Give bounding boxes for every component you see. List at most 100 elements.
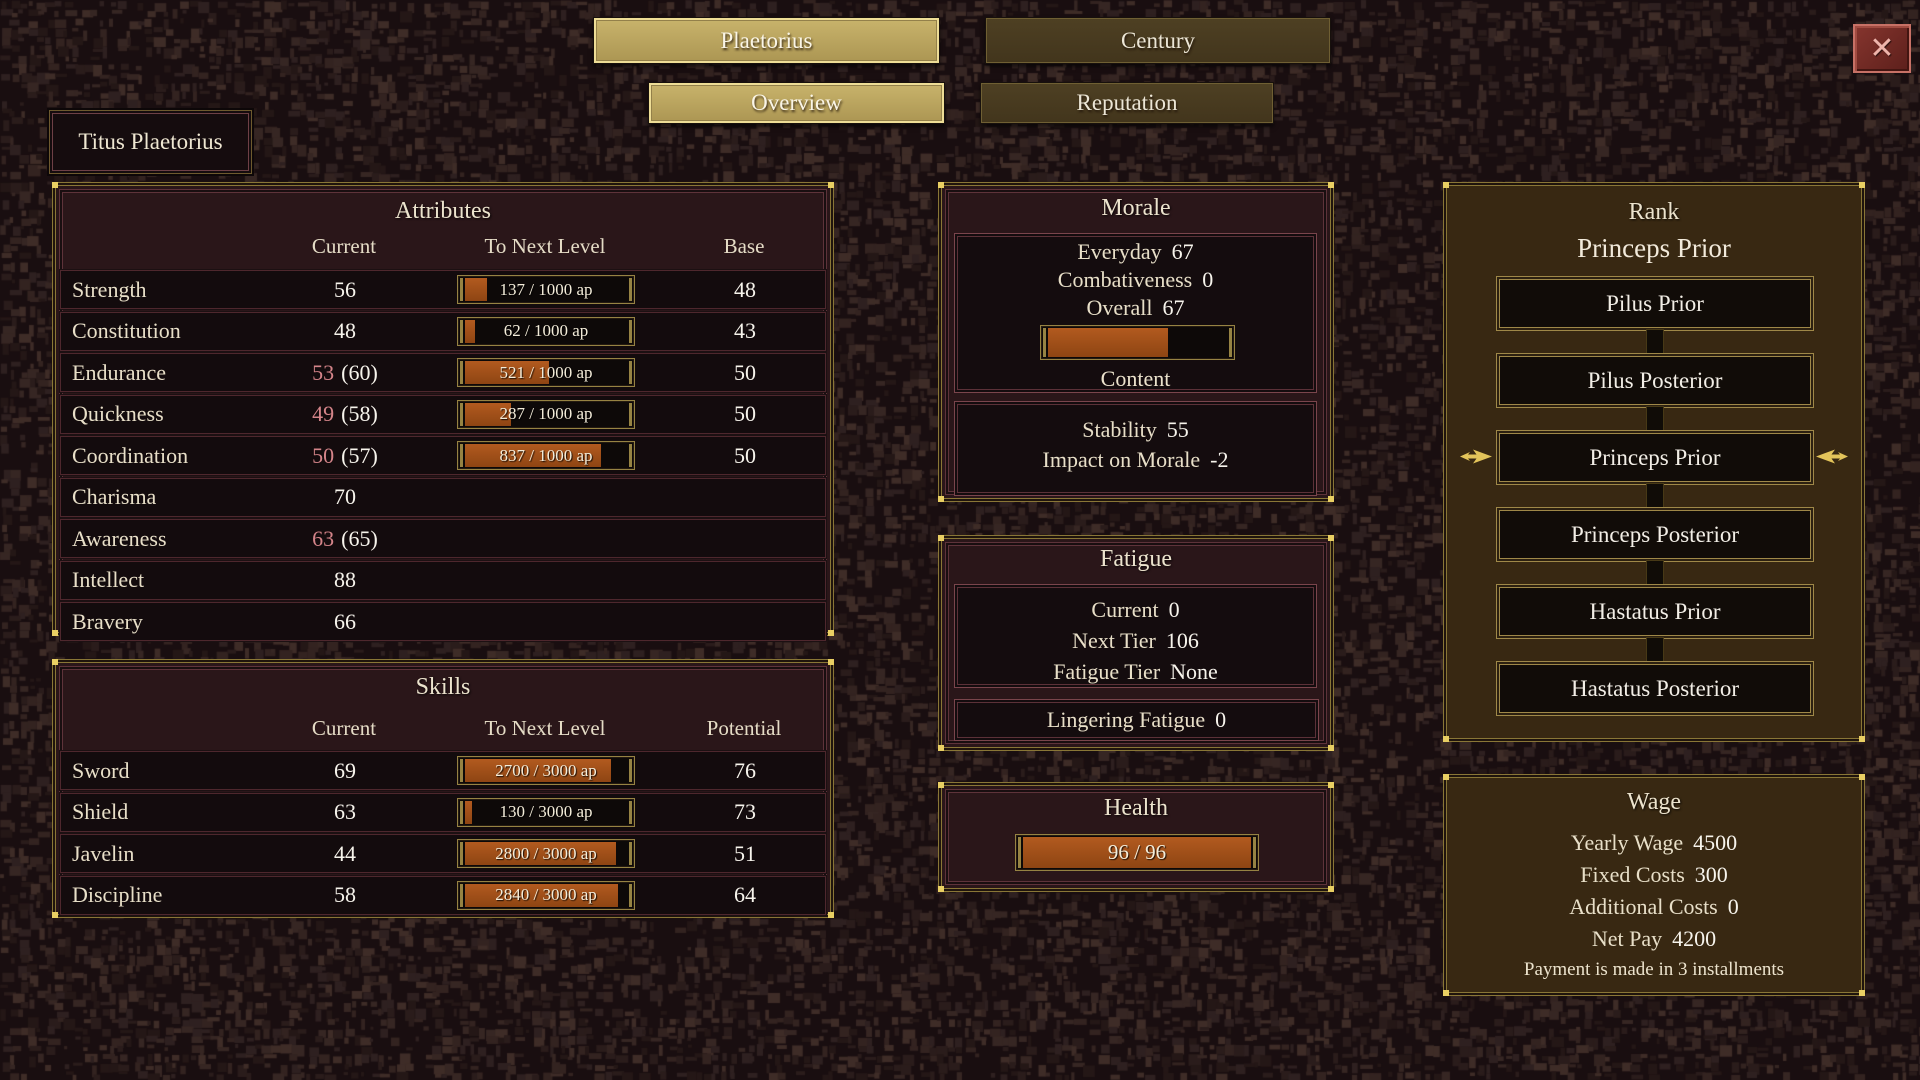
attribute-base: 50 xyxy=(734,401,756,426)
attribute-row-quickness: Quickness 49 (58) 287 / 1000 ap 50 xyxy=(60,394,826,434)
rank-step-pilus-posterior: Pilus Posterior xyxy=(1496,353,1814,408)
skill-progress-bar: 130 / 3000 ap xyxy=(457,797,635,827)
attribute-current: 88 xyxy=(334,567,356,592)
wage-net-pay: Net Pay 4200 xyxy=(1591,926,1717,951)
skill-progress-bar: 2800 / 3000 ap xyxy=(457,839,635,868)
morale-title: Morale xyxy=(1101,195,1171,221)
morale-state: Content xyxy=(1100,366,1171,391)
attribute-name: Bravery xyxy=(72,608,143,634)
attribute-row-intellect: Intellect 88 xyxy=(60,560,826,600)
skills-panel: Skills Current To Next Level Potential S… xyxy=(52,659,834,918)
wage-note: Payment is made in 3 installments xyxy=(1523,959,1785,980)
attribute-name: Awareness xyxy=(72,525,167,551)
rank-step-hastatus-posterior: Hastatus Posterior xyxy=(1496,661,1814,716)
rank-step-pilus-prior: Pilus Prior xyxy=(1496,276,1814,331)
morale-overall-value: 67 xyxy=(1162,295,1185,320)
wage-panel: Wage Yearly Wage 4500 Fixed Costs 300 Addi… xyxy=(1443,774,1865,996)
skill-row-sword: Sword 69 2700 / 3000 ap 76 xyxy=(60,751,826,790)
skill-current: 58 xyxy=(334,882,356,907)
morale-combativeness-label: Combativeness xyxy=(1057,267,1193,292)
skill-current: 63 xyxy=(334,799,356,824)
current-rank-marker-right-icon xyxy=(1816,449,1848,464)
health-panel: Health 96 / 96 xyxy=(938,782,1334,892)
skill-current: 69 xyxy=(334,757,356,783)
current-rank-marker-left-icon xyxy=(1460,449,1492,464)
attribute-progress-bar: 837 / 1000 ap xyxy=(457,441,635,470)
tab-label: Century xyxy=(1120,27,1196,53)
rank-step-princeps-prior-current: Princeps Prior xyxy=(1496,430,1814,485)
attribute-progress-bar: 62 / 1000 ap xyxy=(457,316,635,346)
attribute-row-coordination: Coordination 50 (57) 837 / 1000 ap 50 xyxy=(60,436,826,475)
attribute-current: 63 (65) xyxy=(312,525,378,551)
attribute-current: 53 (60) xyxy=(312,359,378,385)
health-bar: 96 / 96 xyxy=(1015,834,1259,871)
rank-step-princeps-posterior: Princeps Posterior xyxy=(1496,507,1814,562)
attribute-base: 50 xyxy=(734,442,756,468)
attribute-row-endurance: Endurance 53 (60) 521 / 1000 ap 50 xyxy=(60,353,826,392)
attribute-current: 49 (58) xyxy=(312,401,378,426)
attribute-base: 48 xyxy=(734,276,756,302)
skill-name: Sword xyxy=(72,757,130,783)
rank-panel: Rank Princeps Prior Pilus Prior Pilus Po… xyxy=(1443,182,1865,742)
skill-name: Shield xyxy=(72,799,129,824)
fatigue-current-value: 0 xyxy=(1168,597,1180,622)
stability-label: Stability xyxy=(1082,417,1157,442)
lingering-fatigue-box: Lingering Fatigue 0 xyxy=(954,699,1319,741)
attribute-progress-bar: 137 / 1000 ap xyxy=(457,275,635,304)
morale-stability-box: Stability 55 Impact on Morale -2 xyxy=(954,401,1317,496)
morale-values-box: Everyday 67 Combativeness 0 Overall 67 Cont… xyxy=(954,233,1317,393)
attributes-panel: Attributes Current To Next Level Base St… xyxy=(52,182,834,641)
attributes-title: Attributes xyxy=(395,198,491,224)
skill-progress-bar: 2840 / 3000 ap xyxy=(457,880,635,910)
wage-fixed-costs: Fixed Costs 300 xyxy=(1580,862,1728,887)
attribute-current: 66 xyxy=(334,608,356,634)
fatigue-title: Fatigue xyxy=(1100,546,1172,572)
tab-label: Plaetorius xyxy=(720,27,813,53)
column-potential: Potential xyxy=(706,716,782,740)
health-value: 96 / 96 xyxy=(1107,840,1167,864)
skill-potential: 51 xyxy=(734,840,756,866)
column-next-level: To Next Level xyxy=(484,716,606,740)
attribute-progress-bar: 521 / 1000 ap xyxy=(457,358,635,387)
attribute-row-strength: Strength 56 137 / 1000 ap 48 xyxy=(60,270,826,309)
skill-row-javelin: Javelin 44 2800 / 3000 ap 51 xyxy=(60,834,826,873)
attribute-current: 48 xyxy=(334,318,356,343)
close-icon: ✕ xyxy=(1869,30,1895,66)
morale-bar xyxy=(1040,325,1235,360)
skill-progress-bar: 2700 / 3000 ap xyxy=(457,756,635,785)
attribute-name: Endurance xyxy=(72,359,167,385)
attribute-row-bravery: Bravery 66 xyxy=(60,602,826,641)
attribute-current: 70 xyxy=(334,484,356,509)
character-name: Titus Plaetorius xyxy=(78,129,223,154)
skill-row-discipline: Discipline 58 2840 / 3000 ap 64 xyxy=(60,875,826,915)
skill-current: 44 xyxy=(334,840,356,866)
skill-potential: 64 xyxy=(734,882,756,907)
tab-overview[interactable]: Overview xyxy=(648,82,945,124)
column-current: Current xyxy=(311,234,377,258)
attribute-row-charisma: Charisma 70 xyxy=(60,477,826,517)
skill-name: Discipline xyxy=(72,882,163,907)
skill-row-shield: Shield 63 130 / 3000 ap 73 xyxy=(60,792,826,832)
impact-label: Impact on Morale xyxy=(1042,447,1201,472)
tab-reputation[interactable]: Reputation xyxy=(980,82,1274,124)
rank-step-hastatus-prior: Hastatus Prior xyxy=(1496,584,1814,639)
attribute-name: Charisma xyxy=(72,484,157,509)
attribute-name: Strength xyxy=(72,276,147,302)
attribute-base: 50 xyxy=(734,359,756,385)
tab-century[interactable]: Century xyxy=(985,17,1331,64)
wage-additional-costs: Additional Costs 0 xyxy=(1569,894,1739,919)
close-button[interactable]: ✕ xyxy=(1853,24,1911,73)
column-base: Base xyxy=(723,234,765,258)
fatigue-values-box: Current 0 Next Tier 106 Fatigue Tier None xyxy=(954,584,1317,688)
health-title: Health xyxy=(1104,795,1168,821)
character-name-plate: Titus Plaetorius xyxy=(49,110,252,174)
morale-everyday-value: 67 xyxy=(1171,239,1194,264)
tab-label: Overview xyxy=(751,90,842,115)
tab-character-plaetorius[interactable]: Plaetorius xyxy=(593,17,940,64)
wage-yearly: Yearly Wage 4500 xyxy=(1570,830,1738,855)
skill-potential: 76 xyxy=(734,757,756,783)
skill-potential: 73 xyxy=(734,799,756,824)
skills-title: Skills xyxy=(415,674,471,700)
attribute-current: 56 xyxy=(334,276,356,302)
